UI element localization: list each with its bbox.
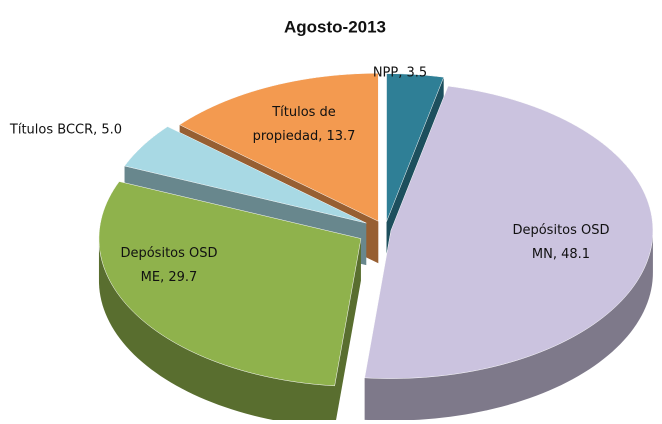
- chart-title: Agosto-2013: [284, 17, 386, 36]
- data-label: Depósitos OSD MN, 48.1: [512, 223, 609, 262]
- data-label-line: Depósitos OSD: [512, 223, 609, 238]
- slice: [386, 73, 445, 222]
- data-label: NPP, 3.5: [373, 66, 427, 81]
- data-label: Depósitos OSD ME, 29.7: [120, 246, 217, 285]
- slice: [124, 126, 367, 224]
- slice: [179, 73, 379, 222]
- data-label: Títulos de propiedad, 13.7: [253, 105, 356, 144]
- data-label-line: MN, 48.1: [532, 247, 590, 262]
- slice: [98, 181, 362, 387]
- slice: [364, 85, 654, 379]
- data-label: Títulos BCCR, 5.0: [9, 123, 122, 138]
- data-label-line: Títulos de: [271, 105, 336, 120]
- data-label-line: Depósitos OSD: [120, 246, 217, 261]
- data-label-line: ME, 29.7: [141, 270, 198, 285]
- data-label-line: propiedad, 13.7: [253, 129, 356, 144]
